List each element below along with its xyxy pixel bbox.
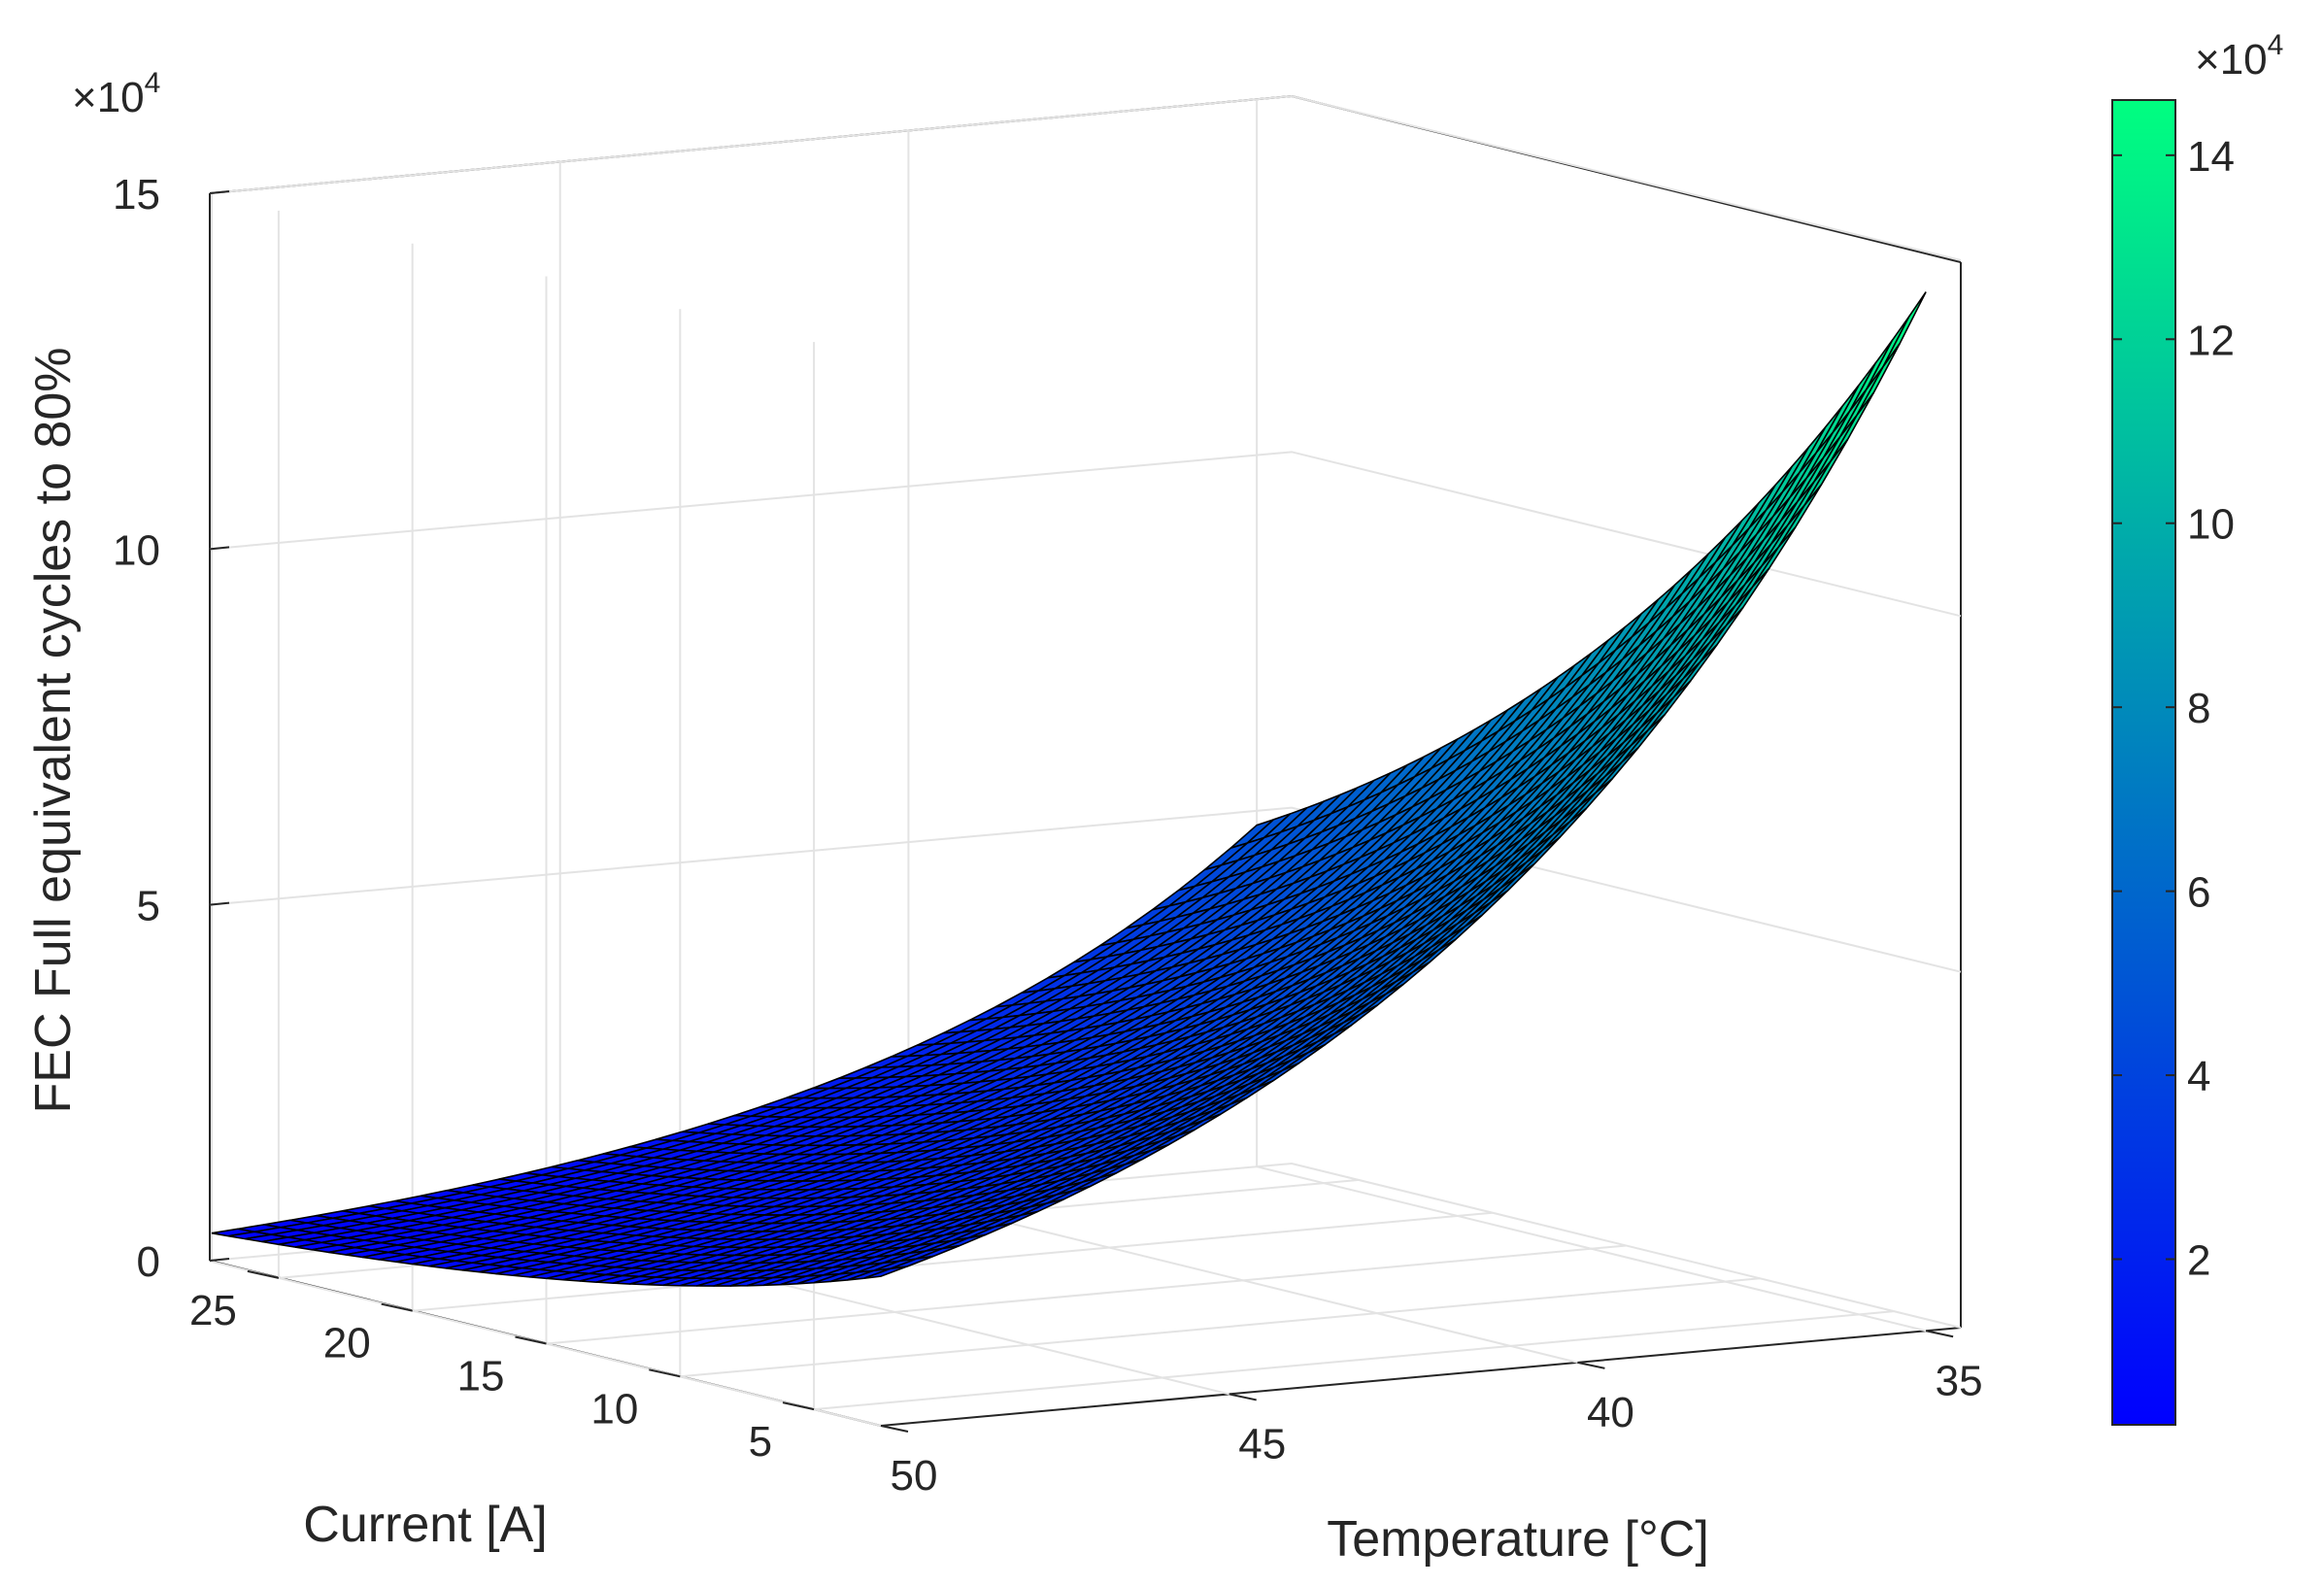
colorbar-tick-label-0: 2 [2187, 1237, 2210, 1285]
x-tick-mark [1577, 1361, 1605, 1369]
surface-patch [863, 1265, 908, 1279]
y-tick-label-2: 15 [457, 1353, 505, 1400]
y-tick-mark [649, 1368, 681, 1378]
colorbar-tick-label-2: 6 [2187, 869, 2210, 917]
z-exponent-label: ×104 [72, 67, 160, 121]
x-tick-label-2: 45 [1238, 1420, 1286, 1468]
colorbar-exponent-label: ×104 [2195, 29, 2283, 84]
x-tick-mark [1229, 1393, 1257, 1401]
z-grid-line-1 [209, 806, 1962, 973]
x-axis-label: Temperature [°C] [1327, 1511, 1709, 1568]
x-tick-mark [1925, 1330, 1954, 1338]
colorbar-tick-label-3: 8 [2187, 685, 2210, 732]
z-grid-line-3 [209, 94, 1962, 261]
y-tick-label-1: 10 [590, 1385, 638, 1433]
surface-mesh [211, 291, 1927, 1287]
z-tick-label-2: 10 [113, 526, 160, 574]
y-tick-label-4: 25 [189, 1287, 237, 1334]
x-tick-label-3: 50 [891, 1452, 938, 1500]
z-tick-label-0: 0 [137, 1238, 160, 1286]
colorbar-exponent-power: 4 [2268, 29, 2284, 61]
z-tick-mark [209, 1258, 230, 1262]
z-tick-label-3: 15 [113, 171, 160, 219]
axis-ticks: 0 5 10 15 5 10 15 20 25 35 40 45 50 [113, 171, 1983, 1500]
y-tick-label-3: 20 [323, 1320, 371, 1367]
colorbar-tick-label-1: 4 [2187, 1053, 2210, 1100]
z-tick-mark [209, 901, 230, 906]
y-tick-mark [515, 1335, 547, 1345]
y-tick-label-0: 5 [749, 1418, 772, 1466]
z-axis-label: FEC Full equivalent cycles to 80% [25, 347, 82, 1113]
colorbar-ticks: 2 4 6 8 10 12 14 [2112, 133, 2235, 1285]
x-tick-mark [880, 1425, 909, 1433]
colorbar-tick-label-6: 14 [2187, 133, 2235, 181]
x-tick-label-1: 40 [1587, 1389, 1634, 1436]
colorbar-tick-label-4: 10 [2187, 501, 2235, 549]
y-tick-mark [381, 1302, 413, 1312]
z-tick-label-1: 5 [137, 883, 160, 930]
z-tick-mark [209, 190, 230, 194]
z-tick-mark [209, 546, 230, 551]
axes-edge-5 [880, 1327, 1962, 1427]
y-tick-mark [782, 1401, 815, 1411]
colorbar-tick-label-5: 12 [2187, 317, 2235, 364]
y-tick-mark [247, 1269, 280, 1279]
surface-patch [1882, 291, 1927, 368]
y-axis-label: Current [A] [303, 1497, 547, 1553]
colorbar [2111, 99, 2176, 1426]
x-tick-label-0: 35 [1936, 1357, 1983, 1404]
z-exponent-power: 4 [145, 67, 161, 99]
x-grid-line-0 [1256, 99, 1927, 1333]
